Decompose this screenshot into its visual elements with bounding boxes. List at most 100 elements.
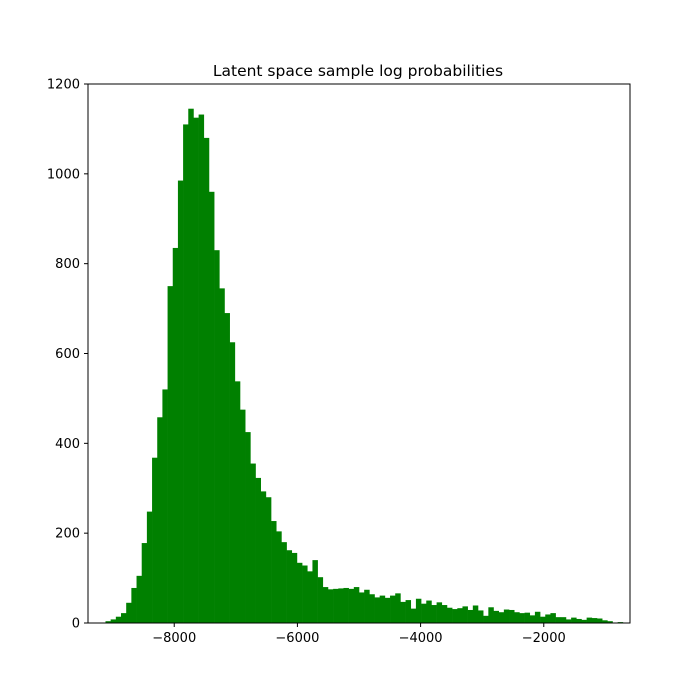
y-tick-label: 400 bbox=[55, 437, 80, 452]
histogram-bar bbox=[477, 610, 484, 623]
histogram-bar bbox=[327, 589, 334, 623]
histogram-bar bbox=[245, 432, 251, 623]
histogram-bar bbox=[457, 608, 463, 623]
histogram-bar bbox=[509, 609, 515, 623]
histogram-bar bbox=[607, 621, 613, 623]
histogram-bar bbox=[462, 606, 468, 623]
histogram-bar bbox=[534, 611, 541, 623]
histogram-bar bbox=[234, 381, 241, 623]
x-tick-label: −6000 bbox=[275, 631, 319, 646]
histogram-bar bbox=[550, 613, 556, 623]
histogram-bar bbox=[436, 602, 443, 623]
histogram-bar bbox=[483, 615, 489, 623]
histogram-bar bbox=[390, 595, 396, 623]
histogram-bar bbox=[488, 607, 494, 623]
histogram-bar bbox=[369, 594, 375, 623]
histogram-bar bbox=[374, 597, 380, 623]
histogram-bar bbox=[307, 571, 313, 623]
histogram-bar bbox=[224, 313, 230, 623]
histogram-bar bbox=[519, 613, 525, 623]
histogram-bar bbox=[265, 497, 272, 623]
histogram-bar bbox=[157, 417, 163, 623]
histogram-bar bbox=[115, 616, 122, 623]
histogram-bar bbox=[524, 612, 531, 623]
histogram-bar bbox=[219, 288, 225, 623]
histogram-bar bbox=[452, 609, 458, 623]
histogram-bar bbox=[203, 137, 210, 623]
histogram-bar bbox=[353, 587, 360, 623]
histogram-bar bbox=[576, 618, 582, 623]
histogram-bar bbox=[214, 250, 220, 624]
histogram-bar bbox=[126, 602, 132, 623]
histogram-bar bbox=[105, 621, 111, 623]
histogram-bar bbox=[281, 542, 287, 623]
histogram-bar bbox=[131, 587, 137, 623]
histogram-bar bbox=[312, 560, 318, 623]
histogram-bar bbox=[152, 457, 158, 623]
histogram-bar bbox=[276, 531, 282, 623]
histogram-bar bbox=[177, 180, 184, 623]
histogram-bar bbox=[250, 463, 256, 623]
histogram-bar bbox=[596, 618, 603, 623]
histogram-bar bbox=[586, 617, 593, 623]
histogram-bar bbox=[410, 608, 417, 623]
chart-title: Latent space sample log probabilities bbox=[213, 62, 503, 80]
histogram-bars bbox=[100, 108, 624, 624]
histogram-bar bbox=[198, 114, 205, 623]
histogram-bar bbox=[121, 613, 127, 623]
histogram-bar bbox=[571, 617, 577, 623]
histogram-bar bbox=[240, 409, 246, 623]
histogram-bar bbox=[286, 550, 293, 623]
histogram-bar bbox=[545, 614, 551, 623]
histogram-bar bbox=[343, 587, 349, 623]
histogram-bar bbox=[162, 389, 168, 623]
histogram-bar bbox=[348, 588, 355, 623]
y-tick-label: 1000 bbox=[47, 167, 80, 182]
histogram-bar bbox=[560, 617, 567, 623]
histogram-bar bbox=[493, 610, 499, 623]
histogram-bar bbox=[229, 342, 236, 623]
y-tick-label: 200 bbox=[55, 527, 80, 542]
y-tick-label: 0 bbox=[72, 617, 80, 632]
histogram-bar bbox=[555, 617, 562, 623]
histogram-bar bbox=[110, 619, 117, 623]
histogram-bar bbox=[322, 587, 329, 623]
y-tick-label: 1200 bbox=[47, 78, 80, 93]
histogram-bar bbox=[364, 589, 370, 623]
histogram-bar bbox=[384, 597, 391, 623]
histogram-bar bbox=[296, 562, 303, 623]
histogram-bar bbox=[446, 607, 453, 623]
histogram-bar bbox=[146, 511, 153, 623]
histogram-bar bbox=[183, 124, 189, 624]
y-tick-label: 800 bbox=[55, 257, 80, 272]
histogram-bar bbox=[498, 612, 505, 623]
histogram-bar bbox=[441, 605, 448, 623]
y-tick-label: 600 bbox=[55, 347, 80, 362]
histogram-bar bbox=[426, 600, 432, 623]
histogram-bar bbox=[540, 616, 546, 623]
histogram-bar bbox=[421, 603, 427, 623]
histogram-bar bbox=[172, 247, 179, 623]
y-axis: 0 200 400 600 800 1000 1200 bbox=[47, 78, 88, 632]
histogram-bar bbox=[141, 543, 148, 623]
histogram-bar bbox=[415, 598, 422, 623]
histogram-bar bbox=[333, 588, 339, 623]
x-tick-label: −8000 bbox=[152, 631, 196, 646]
histogram-bar bbox=[338, 588, 344, 623]
histogram-bar bbox=[359, 592, 365, 623]
histogram-bar bbox=[317, 577, 324, 623]
histogram-bar bbox=[255, 477, 262, 623]
histogram-bar bbox=[503, 609, 510, 623]
histogram-bar bbox=[379, 595, 386, 623]
histogram-bar bbox=[291, 552, 298, 623]
histogram-bar bbox=[467, 609, 474, 623]
histogram-bar bbox=[167, 286, 174, 623]
histogram-bar bbox=[193, 117, 199, 623]
histogram-bar bbox=[565, 619, 572, 623]
histogram-bar bbox=[188, 108, 194, 624]
histogram-bar bbox=[431, 605, 437, 623]
histogram-bar bbox=[405, 600, 412, 623]
histogram-bar bbox=[400, 601, 406, 623]
histogram-bar bbox=[472, 605, 479, 623]
